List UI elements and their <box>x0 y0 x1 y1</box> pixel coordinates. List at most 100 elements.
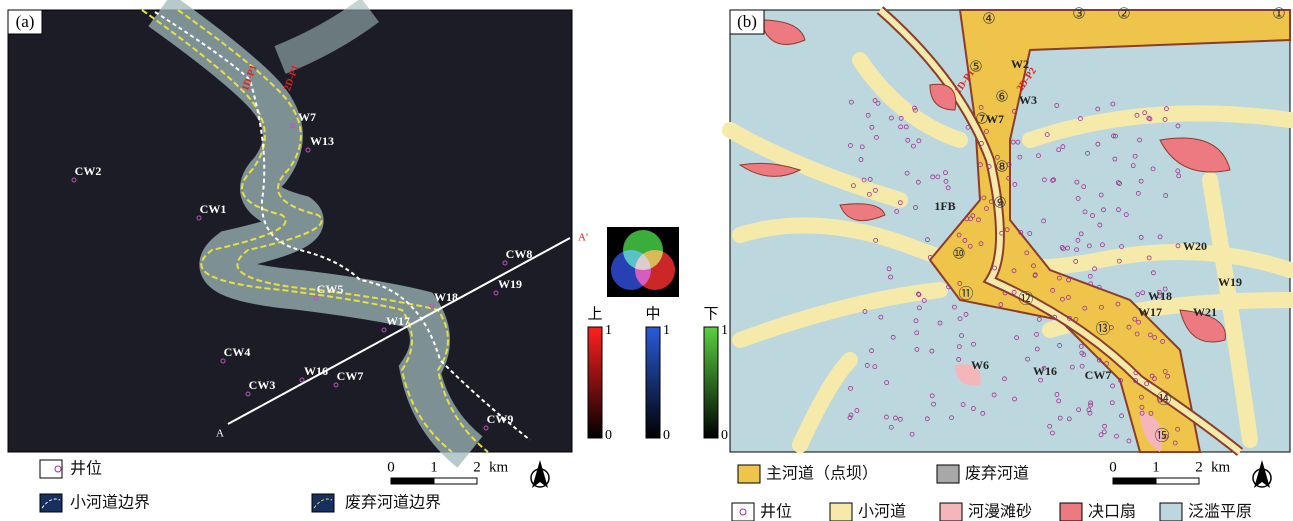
well-marker <box>1150 166 1156 172</box>
well-marker <box>1110 383 1115 389</box>
well-label: W16 <box>1033 364 1057 378</box>
point-bar-number: ⑬ <box>1095 320 1110 337</box>
well-marker <box>1099 304 1104 310</box>
well-marker <box>1052 314 1058 320</box>
point-bar-number: ⑭ <box>1156 390 1171 407</box>
panel-label: (b) <box>737 12 757 31</box>
well-label: W17 <box>1138 305 1162 319</box>
well-marker <box>1041 177 1047 183</box>
well-marker <box>1165 373 1171 379</box>
well-marker <box>957 316 963 322</box>
well-marker <box>1113 133 1118 139</box>
well-marker <box>1119 413 1124 419</box>
well-marker <box>981 195 987 201</box>
well-label: W19 <box>1218 275 1242 289</box>
well-marker <box>878 314 884 320</box>
well-marker <box>1074 247 1079 253</box>
well-marker <box>1142 110 1148 116</box>
colorbar <box>703 326 719 439</box>
well-marker <box>956 344 962 350</box>
well-marker <box>1115 180 1121 186</box>
well-marker <box>978 105 984 110</box>
well-marker <box>1002 290 1008 296</box>
north-arrow-ring <box>1252 468 1272 488</box>
well-marker <box>1066 294 1071 300</box>
well-marker <box>864 363 870 368</box>
well-marker <box>1132 153 1138 159</box>
well-marker <box>971 341 976 347</box>
point-bar-number: ⑨ <box>993 195 1006 211</box>
well-marker <box>1157 234 1163 240</box>
colorbar <box>645 326 661 439</box>
well-marker <box>912 105 917 111</box>
well-marker <box>305 147 311 153</box>
well-marker <box>1010 139 1016 145</box>
well-marker <box>861 177 867 183</box>
well-label: CW9 <box>487 412 514 426</box>
well-marker <box>1139 404 1145 410</box>
well-marker <box>196 215 202 221</box>
well-marker <box>904 170 910 176</box>
well-marker <box>1082 209 1088 215</box>
well-marker <box>873 237 879 243</box>
well-label: CW8 <box>506 247 533 261</box>
well-marker <box>1056 398 1062 404</box>
well-marker <box>999 200 1004 206</box>
well-marker <box>927 255 933 260</box>
well-marker <box>1082 305 1088 311</box>
scale-unit: km <box>1211 459 1231 475</box>
well-marker <box>1024 250 1030 256</box>
well-marker <box>1047 423 1053 429</box>
well-marker <box>921 298 927 303</box>
legend-label: 主河道（点坝） <box>766 465 878 483</box>
north-arrow <box>1254 460 1270 488</box>
well-marker <box>429 303 435 309</box>
colorbar-min: 0 <box>663 428 670 443</box>
well-marker <box>951 304 957 310</box>
well-label: CW7 <box>337 369 364 383</box>
well-marker <box>1025 356 1031 362</box>
well-marker <box>1162 369 1168 374</box>
well-marker <box>1081 184 1087 190</box>
well-marker <box>988 199 994 205</box>
well-marker <box>1054 103 1060 108</box>
scale-label: 0 <box>387 459 395 475</box>
well-marker <box>1114 433 1119 439</box>
well-marker <box>1136 319 1142 325</box>
well-marker <box>381 327 387 333</box>
well-marker <box>915 179 921 185</box>
well-marker <box>1095 106 1101 112</box>
well-marker <box>1051 177 1056 183</box>
well-marker <box>962 238 968 243</box>
well-marker <box>913 205 918 210</box>
well-marker <box>1078 343 1084 349</box>
well-marker <box>848 99 854 105</box>
well-marker <box>1158 397 1163 403</box>
well-marker <box>1164 106 1169 112</box>
well-marker <box>1034 346 1040 352</box>
well-marker <box>946 284 952 290</box>
point-bar-number: ⑩ <box>952 246 965 262</box>
colorbar-min: 0 <box>605 428 612 443</box>
well-marker <box>1175 426 1181 432</box>
well-marker <box>1101 429 1107 435</box>
well-marker <box>1126 324 1132 330</box>
well-marker <box>1104 361 1109 366</box>
well-marker <box>1012 182 1018 187</box>
well-marker <box>1066 277 1072 283</box>
colorbar <box>587 326 603 439</box>
well-marker <box>1031 263 1036 269</box>
well-label: W13 <box>310 134 334 148</box>
well-marker <box>1073 316 1079 322</box>
well-marker <box>1096 357 1102 363</box>
legend-label: 井位 <box>760 503 792 521</box>
well-marker <box>913 318 919 324</box>
well-marker <box>893 415 898 421</box>
well-marker <box>1002 376 1007 382</box>
well-marker <box>483 425 489 431</box>
well-marker <box>1075 237 1081 243</box>
well-marker <box>71 177 77 183</box>
well-marker <box>1175 168 1181 174</box>
well-marker <box>1079 350 1085 356</box>
well-marker <box>1015 139 1021 145</box>
